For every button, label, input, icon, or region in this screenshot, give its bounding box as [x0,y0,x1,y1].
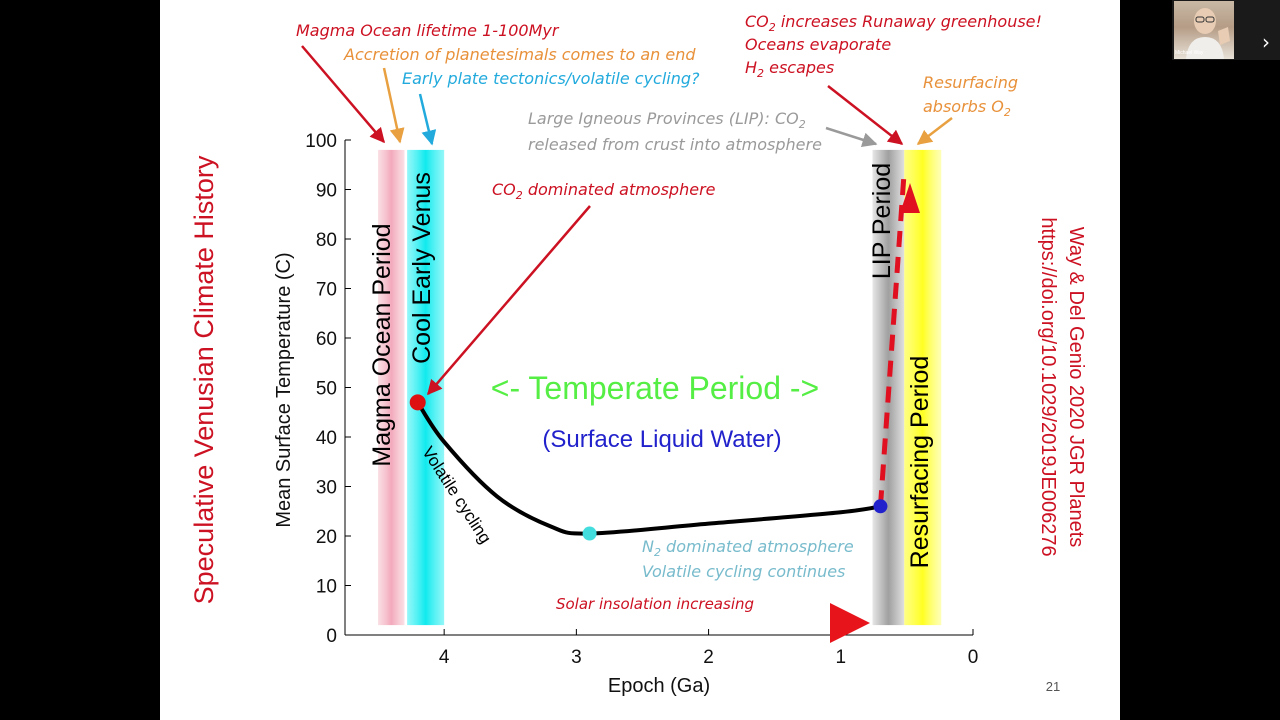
n2-point [582,526,597,541]
x-tick-label: 1 [836,647,847,668]
y-tick-label: 100 [305,131,337,152]
co2-dominated-annotation: CO2 dominated atmosphere [492,180,716,202]
temperate-period-label: <- Temperate Period -> [491,370,819,406]
y-tick-label: 0 [326,626,337,647]
side-title: Speculative Venusian Climate History [189,155,219,604]
solar-insolation-label: Solar insolation increasing [556,595,754,613]
x-tick-label: 0 [968,647,979,668]
x-tick-label: 4 [439,647,450,668]
runaway-dashed-line [877,170,907,507]
magma-lifetime-arrow [301,45,385,144]
co2-point [409,394,426,411]
resurfacing-period-band [904,149,942,626]
y-tick-label: 30 [316,478,337,499]
co2-dominated-arrow [427,205,591,396]
y-tick-label: 70 [316,280,337,301]
tectonics-arrow [418,93,437,146]
speaker-name: Michael Way [1175,50,1204,56]
magma-ocean-period-label: Magma Ocean Period [368,223,396,466]
x-axis-label: Epoch (Ga) [608,675,710,697]
accretion-annotation: Accretion of planetesimals comes to an e… [343,45,696,64]
speaker-video-thumbnail[interactable] [1174,1,1234,59]
co2-runaway-annotation: CO2 increases Runaway greenhouse! [745,12,1042,34]
collapse-thumbnail-chevron-icon[interactable]: › [1262,30,1270,54]
lip-annotation-2: released from crust into atmosphere [528,135,822,154]
lip-onset-point [873,499,888,514]
resurfacing-annotation-1: Resurfacing [923,73,1018,92]
y-tick-label: 10 [316,577,337,598]
n2-annotation-1: N2 dominated atmosphere [642,537,854,559]
accretion-arrow [382,67,405,144]
lip-period-label: LIP Period [868,163,896,279]
page-number: 21 [1046,679,1060,694]
y-tick-label: 40 [316,428,337,449]
resurfacing-arrow [916,117,953,145]
citation-line-2: https://doi.org/10.1029/2019JE006276 [1037,217,1059,556]
y-ticks: 0 10 20 30 40 50 60 70 80 90 100 [305,131,351,647]
citation-line-1: Way & Del Genio 2020 JGR Planets [1065,227,1087,548]
magma-lifetime-annotation: Magma Ocean lifetime 1-100Myr [296,21,560,40]
lip-annotation-1: Large Igneous Provinces (LIP): CO2 [528,109,806,131]
resurfacing-period-label: Resurfacing Period [906,356,934,569]
n2-annotation-2: Volatile cycling continues [642,562,845,581]
y-tick-label: 50 [316,379,337,400]
cool-early-venus-label: Cool Early Venus [408,172,436,364]
magma-ocean-band [378,149,405,626]
tectonics-annotation: Early plate tectonics/volatile cycling? [402,69,700,88]
x-tick-label: 3 [571,647,582,668]
x-tick-label: 2 [703,647,714,668]
h2-annotation: H2 escapes [745,58,834,80]
y-tick-label: 60 [316,329,337,350]
y-tick-label: 20 [316,527,337,548]
lip-annotation-arrow [825,126,878,148]
y-tick-label: 90 [316,181,337,202]
temperature-curve [416,401,881,536]
runaway-annotation-arrow [827,85,904,145]
y-tick-label: 80 [316,230,337,251]
oceans-annotation: Oceans evaporate [745,35,891,54]
y-axis-label: Mean Surface Temperature (C) [273,252,295,527]
resurfacing-annotation-2: absorbs O2 [923,97,1011,119]
liquid-water-label: (Surface Liquid Water) [542,426,781,453]
runaway-arrowhead [900,183,920,213]
speaker-avatar-icon [1186,8,1230,59]
